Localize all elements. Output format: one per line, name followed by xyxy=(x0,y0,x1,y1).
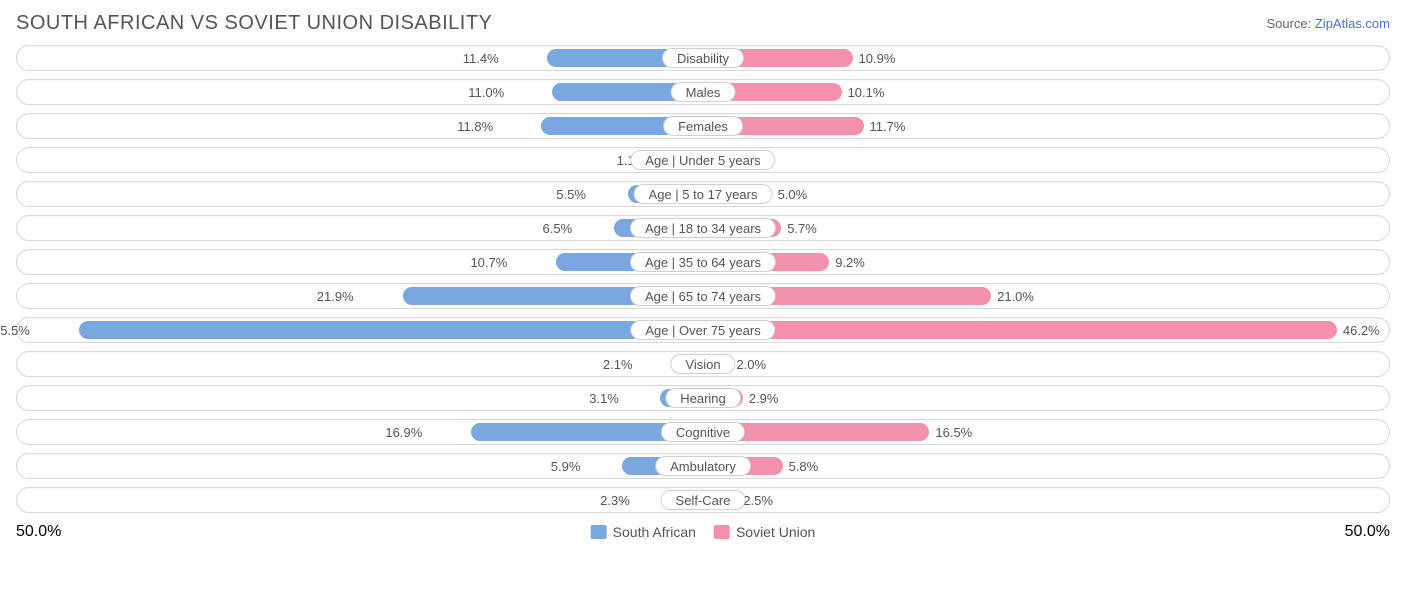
value-right: 5.8% xyxy=(783,454,819,478)
right-half: 9.2% xyxy=(703,250,1389,274)
category-label: Age | 5 to 17 years xyxy=(634,184,773,204)
value-right: 2.9% xyxy=(743,386,779,410)
value-right: 10.9% xyxy=(853,46,896,70)
chart-row: 11.0% 10.1% Males xyxy=(16,79,1390,105)
value-left: 11.0% xyxy=(468,80,510,104)
chart-row: 2.1% 2.0%Vision xyxy=(16,351,1390,377)
left-half: 5.5% xyxy=(17,182,703,206)
left-half: 3.1% xyxy=(17,386,703,410)
chart-row: 3.1% 2.9%Hearing xyxy=(16,385,1390,411)
header: SOUTH AFRICAN VS SOVIET UNION DISABILITY… xyxy=(16,12,1390,35)
chart-row: 5.5% 5.0%Age | 5 to 17 years xyxy=(16,181,1390,207)
right-half: 5.8% xyxy=(703,454,1389,478)
left-half: 6.5% xyxy=(17,216,703,240)
category-label: Cognitive xyxy=(661,422,745,442)
value-left: 2.3% xyxy=(600,488,636,512)
category-label: Age | Over 75 years xyxy=(630,320,775,340)
value-left: 45.5% xyxy=(0,318,36,342)
left-half: 11.4% xyxy=(17,46,703,70)
value-left: 21.9% xyxy=(317,284,360,308)
chart-title: SOUTH AFRICAN VS SOVIET UNION DISABILITY xyxy=(16,12,492,35)
right-half: 2.9% xyxy=(703,386,1389,410)
left-half: 10.7% xyxy=(17,250,703,274)
left-half: 16.9% xyxy=(17,420,703,444)
right-half: 10.9% xyxy=(703,46,1389,70)
chart-row: 21.9% 21.0% Age | 65 to 74 years xyxy=(16,283,1390,309)
right-half: 46.2% xyxy=(703,318,1389,342)
right-half: 5.0% xyxy=(703,182,1389,206)
category-label: Age | 18 to 34 years xyxy=(630,218,776,238)
left-half: 11.8% xyxy=(17,114,703,138)
value-left: 5.9% xyxy=(551,454,587,478)
value-right: 21.0% xyxy=(991,284,1034,308)
axis-max-left: 50.0% xyxy=(16,523,61,541)
category-label: Self-Care xyxy=(661,490,746,510)
value-left: 11.8% xyxy=(457,114,499,138)
right-half: 10.1% xyxy=(703,80,1389,104)
value-left: 6.5% xyxy=(543,216,579,240)
legend-swatch-icon xyxy=(591,525,607,539)
left-half: 5.9% xyxy=(17,454,703,478)
chart-row: 11.4% 10.9% Disability xyxy=(16,45,1390,71)
axis-max-right: 50.0% xyxy=(1345,523,1390,541)
value-right: 5.7% xyxy=(781,216,817,240)
category-label: Vision xyxy=(670,354,735,374)
bar-left xyxy=(79,321,703,339)
legend-label: Soviet Union xyxy=(736,524,815,540)
legend-item-right: Soviet Union xyxy=(714,524,815,540)
right-half: 5.7% xyxy=(703,216,1389,240)
chart-row: 6.5% 5.7%Age | 18 to 34 years xyxy=(16,215,1390,241)
chart-row: 10.7% 9.2% Age | 35 to 64 years xyxy=(16,249,1390,275)
source: Source: ZipAtlas.com xyxy=(1266,16,1390,31)
chart-row: 5.9% 5.8% Ambulatory xyxy=(16,453,1390,479)
left-half: 21.9% xyxy=(17,284,703,308)
category-label: Females xyxy=(663,116,743,136)
chart-row: 1.1%0.95%Age | Under 5 years xyxy=(16,147,1390,173)
legend: South African Soviet Union xyxy=(591,524,816,540)
right-half: 2.0% xyxy=(703,352,1389,376)
category-label: Males xyxy=(671,82,736,102)
source-label: Source: xyxy=(1266,16,1314,31)
footer: 50.0% South African Soviet Union 50.0% xyxy=(16,521,1390,543)
right-half: 21.0% xyxy=(703,284,1389,308)
left-half: 2.3% xyxy=(17,488,703,512)
legend-label: South African xyxy=(613,524,696,540)
left-half: 1.1% xyxy=(17,148,703,172)
value-left: 3.1% xyxy=(589,386,625,410)
right-half: 11.7% xyxy=(703,114,1389,138)
chart-row: 45.5% 46.2% Age | Over 75 years xyxy=(16,317,1390,343)
right-half: 2.5% xyxy=(703,488,1389,512)
diverging-bar-chart: 11.4% 10.9% Disability 11.0% 10.1% Males 11.8%… xyxy=(16,45,1390,513)
chart-row: 16.9% 16.5% Cognitive xyxy=(16,419,1390,445)
legend-swatch-icon xyxy=(714,525,730,539)
chart-row: 11.8% 11.7% Females xyxy=(16,113,1390,139)
value-left: 5.5% xyxy=(556,182,592,206)
category-label: Age | 65 to 74 years xyxy=(630,286,776,306)
chart-row: 2.3% 2.5%Self-Care xyxy=(16,487,1390,513)
left-half: 45.5% xyxy=(17,318,703,342)
category-label: Ambulatory xyxy=(655,456,751,476)
value-right: 9.2% xyxy=(829,250,865,274)
value-right: 5.0% xyxy=(772,182,808,206)
right-half: 0.95% xyxy=(703,148,1389,172)
value-left: 2.1% xyxy=(603,352,639,376)
category-label: Age | Under 5 years xyxy=(630,150,775,170)
left-half: 2.1% xyxy=(17,352,703,376)
value-right: 16.5% xyxy=(929,420,972,444)
value-left: 10.7% xyxy=(470,250,513,274)
value-right: 10.1% xyxy=(842,80,885,104)
source-link[interactable]: ZipAtlas.com xyxy=(1315,16,1390,31)
category-label: Age | 35 to 64 years xyxy=(630,252,776,272)
right-half: 16.5% xyxy=(703,420,1389,444)
value-right: 46.2% xyxy=(1337,318,1380,342)
value-left: 11.4% xyxy=(463,46,505,70)
category-label: Disability xyxy=(662,48,744,68)
bar-right xyxy=(703,321,1337,339)
value-left: 16.9% xyxy=(385,420,428,444)
legend-item-left: South African xyxy=(591,524,696,540)
value-right: 2.0% xyxy=(730,352,766,376)
left-half: 11.0% xyxy=(17,80,703,104)
category-label: Hearing xyxy=(665,388,741,408)
value-right: 11.7% xyxy=(864,114,906,138)
